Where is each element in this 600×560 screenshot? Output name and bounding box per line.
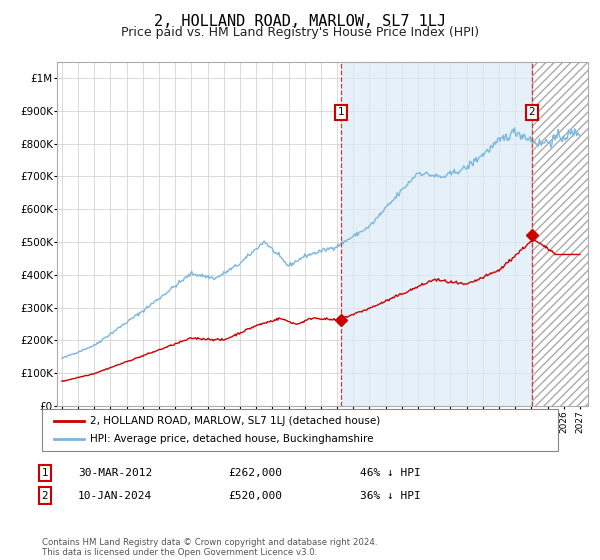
Text: 2, HOLLAND ROAD, MARLOW, SL7 1LJ: 2, HOLLAND ROAD, MARLOW, SL7 1LJ: [154, 14, 446, 29]
Bar: [532, 62, 588, 406]
Text: Price paid vs. HM Land Registry's House Price Index (HPI): Price paid vs. HM Land Registry's House …: [121, 26, 479, 39]
Text: 30-MAR-2012: 30-MAR-2012: [78, 468, 152, 478]
Text: 10-JAN-2024: 10-JAN-2024: [78, 491, 152, 501]
Text: 2: 2: [41, 491, 49, 501]
Text: 1: 1: [338, 108, 344, 118]
Text: 36% ↓ HPI: 36% ↓ HPI: [360, 491, 421, 501]
Text: £520,000: £520,000: [228, 491, 282, 501]
Text: 1: 1: [41, 468, 49, 478]
Text: 2, HOLLAND ROAD, MARLOW, SL7 1LJ (detached house): 2, HOLLAND ROAD, MARLOW, SL7 1LJ (detach…: [90, 417, 380, 426]
Text: HPI: Average price, detached house, Buckinghamshire: HPI: Average price, detached house, Buck…: [90, 434, 373, 444]
Text: 2: 2: [529, 108, 535, 118]
Bar: [341, 62, 532, 406]
Text: 46% ↓ HPI: 46% ↓ HPI: [360, 468, 421, 478]
Text: £262,000: £262,000: [228, 468, 282, 478]
Text: Contains HM Land Registry data © Crown copyright and database right 2024.
This d: Contains HM Land Registry data © Crown c…: [42, 538, 377, 557]
